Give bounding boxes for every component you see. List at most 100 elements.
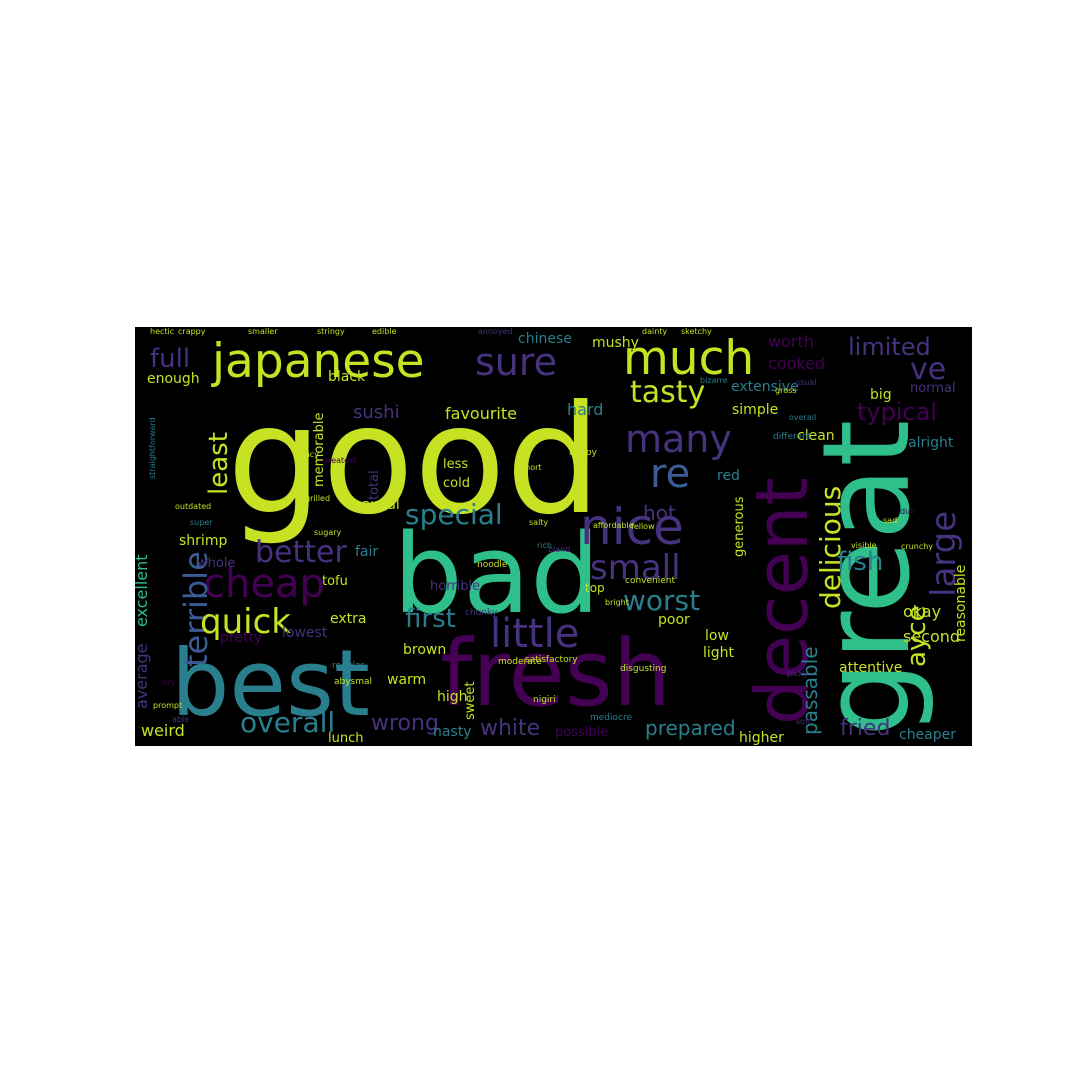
word-big: big <box>870 387 892 403</box>
word-awful: awful <box>362 497 400 513</box>
word-enough: enough <box>147 371 200 387</box>
word-dull: dull <box>900 507 915 516</box>
word-sweet: sweet <box>463 682 478 721</box>
word-noodle: noodle <box>477 560 508 570</box>
word-super: super <box>190 518 213 527</box>
word-re: re <box>650 451 690 497</box>
word-satisfactory: satisfactory <box>525 655 578 665</box>
word-okay: okay <box>903 602 941 621</box>
word-memorable: memorable <box>312 413 327 487</box>
word-soft: soft <box>796 717 811 726</box>
word-top: top <box>585 581 605 595</box>
word-worth: worth <box>768 332 814 351</box>
word-stringy: stringy <box>317 327 345 336</box>
word-convenient: convenient <box>625 576 675 586</box>
word-extra: extra <box>330 611 366 627</box>
word-horrible: horrible <box>430 579 480 594</box>
word-fish: fish <box>837 547 883 577</box>
word-warm: warm <box>387 672 426 688</box>
word-large: large <box>924 511 964 597</box>
word-moderate: moderate <box>498 657 542 667</box>
word-typical: typical <box>857 398 937 426</box>
word-whole: whole <box>197 556 235 571</box>
word-black: black <box>328 369 366 385</box>
word-best: best <box>171 630 370 737</box>
word-fellow: fellow <box>631 522 655 531</box>
word-sad: sad <box>883 516 897 525</box>
word-nasty: nasty <box>433 724 472 740</box>
word-chunky: chunky <box>465 608 498 618</box>
word-reasonable: reasonable <box>953 565 969 642</box>
word-normal: normal <box>910 381 956 396</box>
word-ve: ve <box>910 352 946 387</box>
word-cooked: cooked <box>768 354 825 373</box>
word-white: white <box>480 716 540 741</box>
word-fair: fair <box>355 544 378 560</box>
word-light: light <box>703 645 735 661</box>
word-alright: alright <box>908 435 954 451</box>
word-favourite: favourite <box>445 404 517 423</box>
word-bland: bland <box>548 545 570 554</box>
word-mediocre: mediocre <box>590 713 632 723</box>
word-happy: happy <box>569 448 598 458</box>
word-fresh: fresh <box>440 620 671 727</box>
word-abysmal: abysmal <box>334 677 372 687</box>
word-least: least <box>204 432 234 495</box>
word-bright: bright <box>605 598 629 607</box>
word-affordable: affordable <box>593 521 634 530</box>
word-annoyed: annoyed <box>478 327 513 336</box>
word-much: much <box>623 331 754 386</box>
word-grilled: grilled <box>305 494 330 503</box>
word-picky: picky <box>787 669 808 678</box>
word-different: different <box>773 432 812 442</box>
word-prepared: prepared <box>645 716 736 740</box>
word-decent: decent <box>740 477 824 725</box>
word-high: high <box>437 689 468 705</box>
word-weird: weird <box>141 721 185 740</box>
word-usual: usual <box>795 378 816 387</box>
word-mushy: mushy <box>592 335 639 351</box>
word-excellent: excellent <box>135 554 151 627</box>
word-limited: limited <box>848 333 931 361</box>
word-great: great <box>798 420 937 737</box>
word-cheaper: cheaper <box>899 727 956 743</box>
word-regular: regular <box>332 661 364 671</box>
word-terrible: terrible <box>177 551 215 667</box>
word-second: second <box>903 627 960 646</box>
word-higher: higher <box>739 730 784 746</box>
word-cold: cold <box>443 476 470 491</box>
word-better: better <box>255 535 347 570</box>
word-possible: possible <box>555 725 608 740</box>
word-clean: clean <box>797 428 835 444</box>
word-brown: brown <box>403 642 446 658</box>
word-poor: poor <box>658 612 690 628</box>
word-disgusting: disgusting <box>620 664 666 674</box>
word-short: short <box>521 463 542 472</box>
word-outdated: outdated <box>175 502 211 511</box>
word-wrong: wrong <box>371 711 439 736</box>
word-hectic: hectic <box>150 327 174 336</box>
word-rich: rich <box>537 541 552 550</box>
word-crappy: crappy <box>178 327 206 336</box>
word-chinese: chinese <box>518 331 572 347</box>
word-visible: visible <box>851 541 877 550</box>
word-salty: salty <box>529 518 548 527</box>
word-quick: quick <box>200 602 291 642</box>
word-sketchy: sketchy <box>681 327 712 336</box>
word-sugary: sugary <box>314 528 342 537</box>
word-overall: overall <box>240 706 335 739</box>
word-pretty: pretty <box>220 630 262 646</box>
word-special: special <box>405 498 503 531</box>
word-small: small <box>590 548 681 588</box>
word-dainty: dainty <box>642 327 667 336</box>
word-hard: hard <box>567 400 603 419</box>
word-shrimp: shrimp <box>179 533 227 549</box>
word-generous: generous <box>732 496 747 557</box>
word-edible: edible <box>372 327 397 336</box>
word-simple: simple <box>732 402 778 418</box>
word-tasty: tasty <box>630 375 705 410</box>
word-average: average <box>135 644 151 710</box>
word-worst: worst <box>623 584 700 617</box>
word-little: little <box>490 611 579 657</box>
word-lowest: lowest <box>282 625 328 641</box>
